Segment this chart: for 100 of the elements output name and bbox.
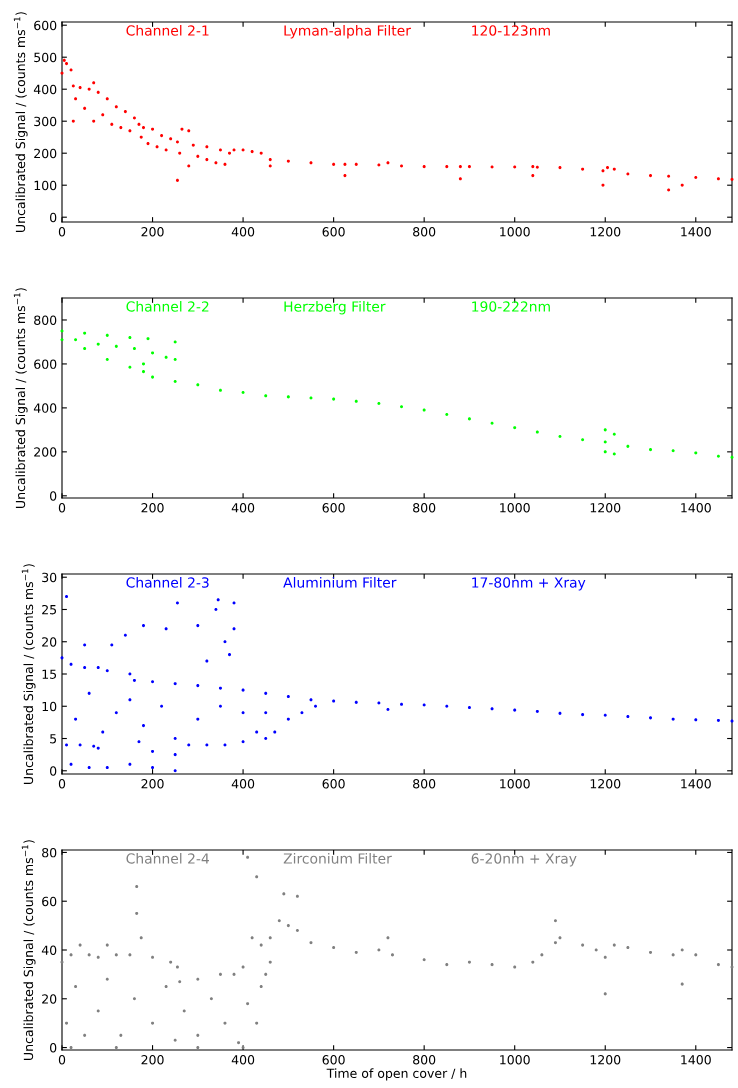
point <box>667 174 671 178</box>
annotation: 6-20nm + Xray <box>471 853 577 867</box>
point <box>268 960 272 964</box>
point <box>160 704 164 708</box>
point <box>175 178 179 182</box>
point <box>558 936 562 940</box>
point <box>87 766 91 770</box>
point <box>286 695 290 699</box>
point <box>558 166 562 170</box>
point <box>173 340 177 344</box>
point <box>255 1021 259 1025</box>
point <box>458 177 462 181</box>
y-tick-label: 20 <box>42 637 57 647</box>
point <box>282 892 286 896</box>
point <box>119 126 123 130</box>
point <box>354 950 358 954</box>
x-tick-label: 1000 <box>500 1055 530 1065</box>
point <box>69 662 73 666</box>
point <box>535 165 539 169</box>
point <box>259 151 263 155</box>
y-tick-label: 0 <box>50 491 57 501</box>
point <box>264 691 268 695</box>
point <box>626 946 630 950</box>
point <box>160 134 164 138</box>
point <box>101 730 105 734</box>
point <box>694 451 698 455</box>
point <box>354 399 358 403</box>
point <box>105 97 109 101</box>
chart-title: Channel 2-4 <box>126 853 209 864</box>
point <box>96 342 100 346</box>
point <box>667 188 671 192</box>
point <box>169 137 173 141</box>
point <box>268 936 272 940</box>
point <box>386 936 390 940</box>
point <box>286 924 290 928</box>
point <box>377 401 381 406</box>
point <box>214 161 218 165</box>
point <box>173 1038 177 1042</box>
point <box>105 943 109 947</box>
point <box>191 143 195 147</box>
point <box>175 140 179 144</box>
point <box>114 105 118 109</box>
point <box>603 992 607 996</box>
point <box>141 624 146 628</box>
point <box>74 338 78 342</box>
point <box>264 711 268 715</box>
chart-title: Channel 2-1 <box>126 25 209 36</box>
point <box>146 142 150 146</box>
x-tick-label: 0 <box>58 503 66 513</box>
point <box>264 394 268 398</box>
point <box>458 165 462 169</box>
point <box>87 691 91 695</box>
point <box>223 162 227 166</box>
x-tick-label: 800 <box>413 779 436 789</box>
x-tick-label: 200 <box>141 503 164 513</box>
point <box>581 943 585 947</box>
point <box>96 90 100 94</box>
point <box>209 997 213 1001</box>
point <box>92 119 96 123</box>
point <box>730 177 734 181</box>
point <box>246 1002 250 1006</box>
point <box>128 365 132 369</box>
y-tick-label: 20 <box>42 994 57 1004</box>
point <box>114 953 118 957</box>
point <box>141 362 146 366</box>
point <box>114 711 118 715</box>
point <box>553 919 557 923</box>
y-axis-title: Uncalibrated Signal / (counts ms$^{−1}$) <box>13 12 28 232</box>
x-tick-label: 800 <box>413 1055 436 1065</box>
point <box>694 953 698 957</box>
point <box>96 746 100 750</box>
x-tick-label: 200 <box>141 1055 164 1065</box>
y-tick-label: 60 <box>42 896 57 907</box>
point <box>128 129 132 133</box>
point <box>513 965 517 969</box>
point <box>187 129 191 133</box>
y-tick-label: 15 <box>42 669 57 679</box>
point <box>173 358 177 362</box>
point <box>513 426 517 430</box>
point <box>155 145 159 149</box>
point <box>214 607 218 612</box>
point <box>332 699 336 703</box>
point <box>227 653 232 657</box>
point <box>114 344 118 348</box>
point <box>216 598 220 602</box>
x-tick-label: 400 <box>231 227 255 237</box>
point <box>69 1046 73 1050</box>
point <box>196 717 200 721</box>
point <box>313 704 318 708</box>
point <box>83 1033 87 1037</box>
point <box>110 643 114 647</box>
point <box>531 165 535 169</box>
point <box>114 1046 118 1050</box>
point <box>513 165 517 169</box>
y-axis-title: Uncalibrated Signal / (counts ms$^{−1}$) <box>21 564 36 784</box>
point <box>101 113 105 117</box>
point <box>237 1041 241 1045</box>
point <box>65 1021 69 1025</box>
point <box>277 919 281 923</box>
point <box>65 62 69 66</box>
